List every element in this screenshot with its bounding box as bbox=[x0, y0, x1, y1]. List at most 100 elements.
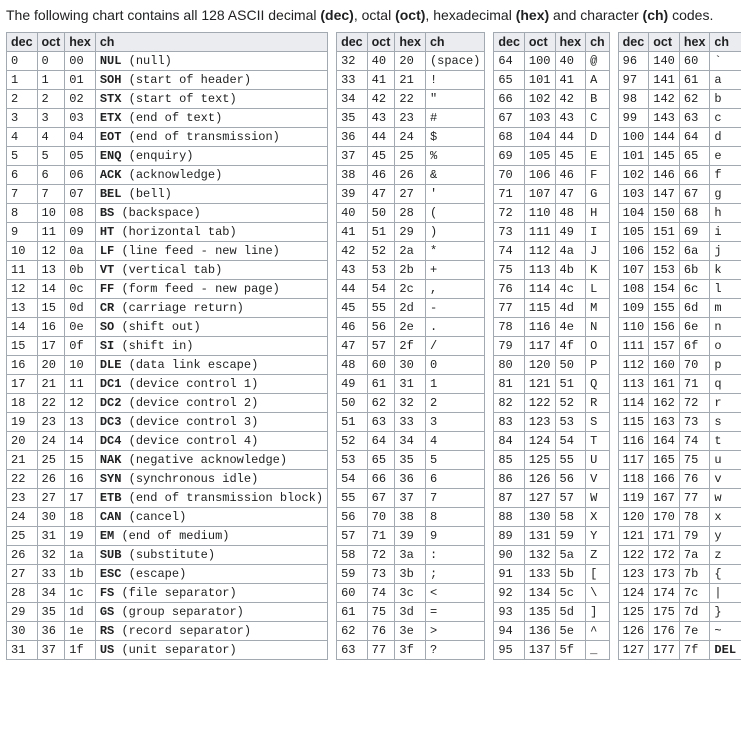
cell-oct: 156 bbox=[649, 318, 680, 337]
col-header-hex: hex bbox=[555, 33, 586, 52]
intro-b-hex: (hex) bbox=[516, 7, 549, 23]
ch-symbol: > bbox=[430, 624, 437, 638]
table-row: 8712757W bbox=[494, 489, 609, 508]
cell-hex: 23 bbox=[395, 109, 426, 128]
cell-dec: 103 bbox=[618, 185, 649, 204]
cell-hex: 6e bbox=[679, 318, 710, 337]
cell-oct: 127 bbox=[524, 489, 555, 508]
cell-dec: 90 bbox=[494, 546, 525, 565]
cell-hex: 48 bbox=[555, 204, 586, 223]
cell-hex: 7e bbox=[679, 622, 710, 641]
ch-symbol: = bbox=[430, 605, 437, 619]
cell-oct: 100 bbox=[524, 52, 555, 71]
table-row: 27331bESC (escape) bbox=[7, 565, 328, 584]
cell-hex: 16 bbox=[65, 470, 96, 489]
cell-ch: BEL (bell) bbox=[95, 185, 327, 204]
cell-hex: 5f bbox=[555, 641, 586, 660]
ch-symbol: D bbox=[590, 130, 597, 144]
cell-ch: R bbox=[586, 394, 610, 413]
cell-dec: 44 bbox=[337, 280, 368, 299]
cell-hex: 2e bbox=[395, 318, 426, 337]
cell-hex: 7f bbox=[679, 641, 710, 660]
cell-hex: 7d bbox=[679, 603, 710, 622]
ch-symbol: { bbox=[714, 567, 721, 581]
ch-symbol: F bbox=[590, 168, 597, 182]
cell-hex: 40 bbox=[555, 52, 586, 71]
cell-dec: 29 bbox=[7, 603, 38, 622]
cell-hex: 0f bbox=[65, 337, 96, 356]
cell-dec: 52 bbox=[337, 432, 368, 451]
cell-ch: k bbox=[710, 261, 741, 280]
cell-ch: q bbox=[710, 375, 741, 394]
cell-oct: 43 bbox=[367, 109, 395, 128]
cell-oct: 24 bbox=[37, 432, 65, 451]
cell-hex: 67 bbox=[679, 185, 710, 204]
ascii-table-3: decocthexch9614060`9714161a9814262b99143… bbox=[618, 32, 741, 660]
cell-oct: 25 bbox=[37, 451, 65, 470]
ch-symbol: e bbox=[714, 149, 721, 163]
cell-hex: 24 bbox=[395, 128, 426, 147]
cell-ch: p bbox=[710, 356, 741, 375]
table-row: 1221727az bbox=[618, 546, 741, 565]
cell-oct: 16 bbox=[37, 318, 65, 337]
cell-dec: 40 bbox=[337, 204, 368, 223]
table-row: 13150dCR (carriage return) bbox=[7, 299, 328, 318]
ch-symbol: DEL bbox=[714, 643, 736, 657]
cell-oct: 7 bbox=[37, 185, 65, 204]
cell-ch: ETX (end of text) bbox=[95, 109, 327, 128]
ch-desc: (backspace) bbox=[121, 206, 200, 220]
ch-symbol: VT bbox=[100, 263, 114, 277]
cell-ch: ETB (end of transmission block) bbox=[95, 489, 327, 508]
cell-ch: j bbox=[710, 242, 741, 261]
table-row: 212515NAK (negative acknowledge) bbox=[7, 451, 328, 470]
cell-hex: 15 bbox=[65, 451, 96, 470]
cell-oct: 66 bbox=[367, 470, 395, 489]
cell-dec: 36 bbox=[337, 128, 368, 147]
table-row: 1081546cl bbox=[618, 280, 741, 299]
ch-symbol: ) bbox=[430, 225, 437, 239]
cell-oct: 112 bbox=[524, 242, 555, 261]
cell-ch: / bbox=[425, 337, 484, 356]
ch-symbol: - bbox=[430, 301, 437, 315]
cell-ch: HT (horizontal tab) bbox=[95, 223, 327, 242]
ch-desc: (substitute) bbox=[129, 548, 215, 562]
table-row: 4961311 bbox=[337, 375, 485, 394]
cell-oct: 142 bbox=[649, 90, 680, 109]
cell-hex: 0a bbox=[65, 242, 96, 261]
cell-ch: 3 bbox=[425, 413, 484, 432]
cell-ch: o bbox=[710, 337, 741, 356]
ch-symbol: , bbox=[430, 282, 437, 296]
table-row: 10120aLF (line feed - new line) bbox=[7, 242, 328, 261]
cell-dec: 78 bbox=[494, 318, 525, 337]
intro-b-dec: (dec) bbox=[320, 7, 353, 23]
cell-oct: 50 bbox=[367, 204, 395, 223]
cell-hex: 3c bbox=[395, 584, 426, 603]
ch-symbol: BEL bbox=[100, 187, 122, 201]
ch-symbol: j bbox=[714, 244, 721, 258]
cell-ch: SYN (synchronous idle) bbox=[95, 470, 327, 489]
cell-dec: 75 bbox=[494, 261, 525, 280]
ch-symbol: . bbox=[430, 320, 437, 334]
ch-symbol: NUL bbox=[100, 54, 122, 68]
ch-desc: (shift in) bbox=[121, 339, 193, 353]
ch-symbol: I bbox=[590, 225, 597, 239]
table-row: 10314767g bbox=[618, 185, 741, 204]
ch-symbol: * bbox=[430, 244, 437, 258]
ch-symbol: l bbox=[714, 282, 721, 296]
cell-oct: 61 bbox=[367, 375, 395, 394]
cell-ch: i bbox=[710, 223, 741, 242]
cell-hex: 49 bbox=[555, 223, 586, 242]
cell-dec: 4 bbox=[7, 128, 38, 147]
cell-hex: 42 bbox=[555, 90, 586, 109]
ch-symbol: W bbox=[590, 491, 597, 505]
cell-dec: 47 bbox=[337, 337, 368, 356]
cell-dec: 37 bbox=[337, 147, 368, 166]
cell-oct: 151 bbox=[649, 223, 680, 242]
ch-symbol: RS bbox=[100, 624, 114, 638]
col-header-oct: oct bbox=[524, 33, 555, 52]
ch-symbol: DLE bbox=[100, 358, 122, 372]
table-row: 415129) bbox=[337, 223, 485, 242]
col-header-oct: oct bbox=[649, 33, 680, 52]
cell-oct: 126 bbox=[524, 470, 555, 489]
table-row: 222616SYN (synchronous idle) bbox=[7, 470, 328, 489]
